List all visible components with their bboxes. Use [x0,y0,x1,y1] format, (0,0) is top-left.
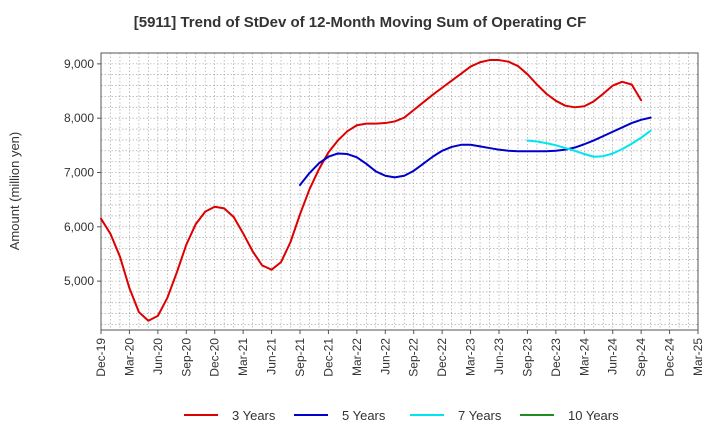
x-tick-label: Mar-24 [577,338,591,376]
x-tick-label: Jun-23 [492,338,506,375]
legend-item-5-years: 5 Years [294,404,385,426]
legend-swatch-cyan [410,414,444,416]
plot-area [100,52,699,331]
y-tick-label: 7,000 [64,165,94,179]
x-tick-label: Mar-25 [691,338,705,376]
y-axis-ticks: 5,000 6,000 7,000 8,000 9,000 [64,57,101,288]
x-tick-label: Dec-19 [94,338,108,377]
x-tick-label: Mar-22 [350,338,364,376]
y-axis-label: Amount (million yen) [7,132,22,251]
y-tick-label: 6,000 [64,220,94,234]
legend-label: 10 Years [568,407,619,423]
x-tick-label: Mar-20 [122,338,136,376]
series-line-7-years [526,129,652,158]
legend-label: 5 Years [342,407,386,423]
legend-item-3-years: 3 Years [184,404,275,426]
x-axis-ticks: Dec-19 Mar-20 Jun-20 Sep-20 Dec-20 Mar-21 Jun-… [94,330,705,377]
legend-item-10-years: 10 Years [520,404,619,426]
x-tick-label: Mar-21 [236,338,250,376]
x-tick-label: Jun-22 [378,338,392,375]
y-tick-label: 9,000 [64,57,94,71]
x-tick-label: Mar-23 [464,338,478,376]
legend-swatch-blue [294,414,328,416]
series-line-3-years [100,59,643,322]
chart-title: [5911] Trend of StDev of 12-Month Moving… [133,14,587,31]
y-tick-label: 8,000 [64,111,94,125]
x-tick-label: Sep-21 [293,338,307,377]
x-tick-label: Jun-24 [606,338,620,375]
x-tick-label: Dec-23 [549,338,563,377]
y-tick-label: 5,000 [64,274,94,288]
x-tick-label: Sep-23 [520,338,534,377]
x-tick-label: Jun-21 [265,338,279,375]
x-tick-label: Sep-20 [179,338,193,377]
x-tick-label: Dec-20 [208,338,222,377]
x-tick-label: Dec-24 [663,338,677,377]
series-line-5-years [299,116,652,186]
x-tick-label: Sep-22 [407,338,421,377]
series-lines [100,59,652,322]
legend-swatch-red [184,414,218,416]
legend-label: 3 Years [232,407,276,423]
legend-swatch-green [520,414,554,416]
legend-label: 7 Years [458,407,502,423]
grid-lines [101,53,698,330]
x-tick-label: Dec-22 [435,338,449,377]
legend-item-7-years: 7 Years [410,404,501,426]
x-tick-label: Dec-21 [321,338,335,377]
legend: 3 Years 5 Years 7 Years 10 Years [170,404,650,426]
x-tick-label: Sep-24 [634,338,648,377]
x-tick-label: Jun-20 [151,338,165,375]
